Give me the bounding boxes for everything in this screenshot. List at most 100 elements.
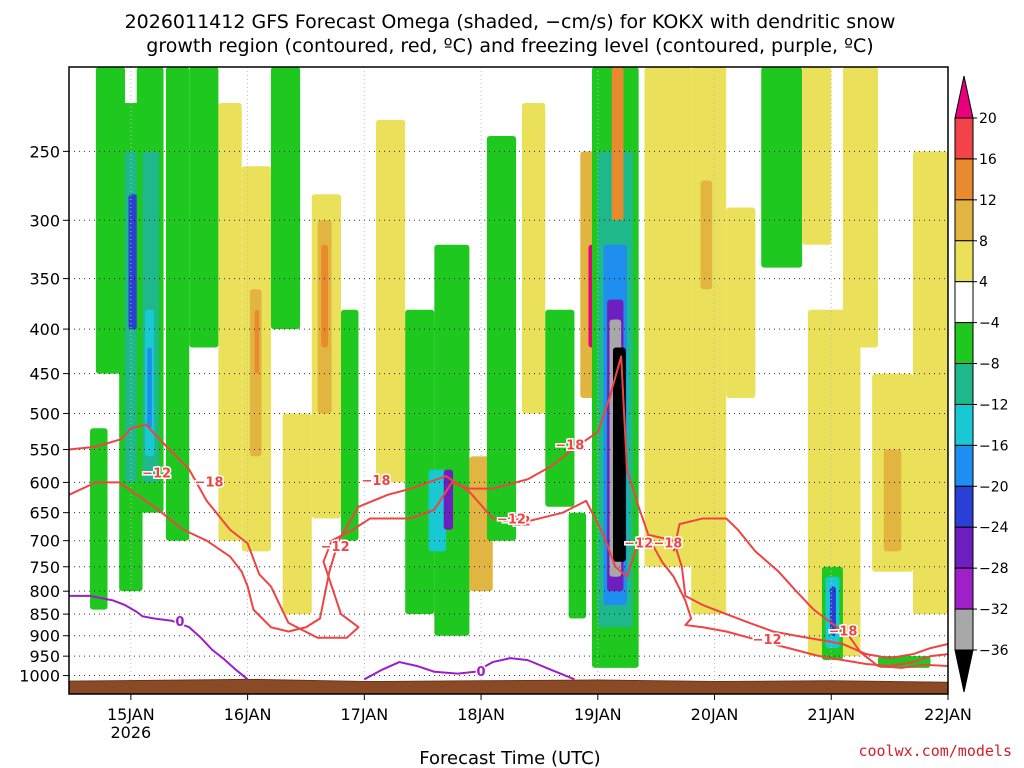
y-axis: 250 300 350 400 450 500 550 600 650 700 750 800 850 9… [19, 142, 69, 686]
y-tick-label-0: 250 [29, 142, 60, 161]
omega-cell-16 [282, 413, 312, 615]
terrain-fill [68, 678, 949, 695]
y-tick-label-3: 400 [29, 320, 60, 339]
colorbar-tick-label-11: −28 [979, 561, 1009, 577]
dgz-extra-label-3: −18 [362, 474, 391, 489]
dendritic-growth-contours: −18−12−18−12−18−12−18−12−12−12−18 [68, 355, 949, 669]
dgz-extra-label-1: −18 [195, 475, 224, 490]
chart-title-line-2: growth region (contoured, red, ºC) and f… [146, 35, 873, 57]
colorbar-bin-1 [954, 117, 974, 160]
colorbar-tick-label-10: −24 [979, 520, 1009, 536]
x-axis-label: Forecast Time (UTC) [419, 748, 600, 768]
x-tick-label-2: 17JAN [340, 705, 388, 724]
omega-cell-39 [611, 67, 624, 221]
omega-cell-14 [254, 309, 260, 374]
omega-cell-53 [912, 151, 948, 615]
colorbar-top-arrow [954, 75, 974, 119]
omega-cell-52 [883, 449, 902, 552]
y-tick-label-1: 300 [29, 211, 60, 230]
y-tick-label-4: 450 [29, 365, 60, 384]
x-tick-label-1: 16JAN [224, 705, 272, 724]
colorbar-bin-6 [954, 322, 974, 365]
colorbar-tick-label-8: −16 [979, 438, 1009, 454]
y-tick-label-5: 500 [29, 404, 60, 423]
colorbar-tick-label-1: 16 [979, 152, 997, 168]
x-tick-sublabel-0: 2026 [111, 723, 152, 742]
colorbar-tick-label-9: −20 [979, 479, 1009, 495]
colorbar-tick-label-3: 8 [979, 234, 988, 250]
chart-title-line-1: 2026011412 GFS Forecast Omega (shaded, −… [125, 11, 896, 33]
y-tick-label-2: 350 [29, 270, 60, 289]
y-tick-label-11: 800 [29, 582, 60, 601]
colorbar-bottom-arrow [954, 649, 974, 693]
omega-cell-22 [405, 309, 435, 615]
omega-cell-20 [340, 309, 359, 541]
colorbar-tick-label-7: −12 [979, 397, 1009, 413]
omega-cell-11 [218, 103, 242, 541]
x-tick-label-4: 19JAN [574, 705, 622, 724]
colorbar-bin-13 [954, 608, 974, 651]
omega-cell-50 [842, 67, 878, 348]
y-tick-label-7: 600 [29, 473, 60, 492]
credit-text: coolwx.com/models [858, 742, 1012, 760]
y-tick-label-10: 750 [29, 558, 60, 577]
freezing-contour-label-1: 0 [477, 665, 486, 680]
omega-cell-28 [521, 103, 546, 414]
dgz-extra-label-5: −12 [624, 536, 653, 551]
x-tick-label-5: 20JAN [691, 705, 739, 724]
omega-cell-42 [700, 180, 713, 290]
colorbar-tick-label-12: −32 [979, 602, 1009, 618]
omega-cell-30 [568, 512, 587, 619]
colorbar-bin-2 [954, 158, 974, 201]
colorbar-tick-label-5: −4 [979, 316, 1000, 332]
x-tick-label-0: 15JAN [107, 705, 155, 724]
colorbar-bin-10 [954, 485, 974, 528]
terrain-area [68, 678, 949, 695]
colorbar-bin-9 [954, 444, 974, 487]
colorbar-bin-11 [954, 526, 974, 569]
omega-cell-46 [807, 309, 861, 657]
omega-cell-8 [147, 347, 152, 429]
y-tick-label-15: 1000 [19, 667, 60, 686]
colorbar-bin-5 [954, 281, 974, 324]
colorbar: 20 16 12 8 4 −4 −8 −12 −16 −20 −24 −28 −32 −36 [954, 75, 1009, 693]
dgz-extra-label-0: −12 [142, 466, 171, 481]
x-tick-label-3: 18JAN [457, 705, 505, 724]
omega-cell-4 [128, 194, 138, 330]
dgz-extra-label-4: −12 [497, 513, 526, 528]
y-tick-label-8: 650 [29, 504, 60, 523]
y-tick-label-13: 900 [29, 627, 60, 646]
dgz-contour-label-0: −18 [555, 438, 584, 453]
omega-cell-44 [761, 67, 803, 268]
colorbar-bin-8 [954, 403, 974, 446]
omega-cell-45 [802, 67, 832, 245]
omega-cell-29 [545, 309, 575, 507]
plot-frame [68, 66, 949, 695]
dgz-contour-label-2: −18 [653, 536, 682, 551]
colorbar-tick-label-2: 12 [979, 193, 997, 209]
omega-cell-0 [95, 67, 126, 374]
omega-cell-1 [90, 428, 108, 610]
colorbar-bin-4 [954, 240, 974, 283]
x-tick-label-6: 21JAN [807, 705, 855, 724]
omega-cell-41 [691, 67, 727, 615]
dgz-contour-line-2 [672, 517, 949, 669]
colorbar-tick-label-13: −36 [979, 643, 1009, 659]
omega-cell-23 [434, 244, 470, 636]
omega-cell-21 [376, 119, 406, 483]
dgz-contour-line-1 [68, 475, 949, 660]
omega-cell-40 [644, 67, 692, 567]
freezing-contour-line-0 [69, 594, 249, 681]
freezing-contour-label-0: 0 [175, 615, 184, 630]
colorbar-bin-3 [954, 199, 974, 242]
dgz-extra-label-6: −12 [753, 633, 782, 648]
omega-cell-24 [428, 469, 447, 552]
omega-cell-19 [321, 244, 329, 348]
colorbar-tick-label-6: −8 [979, 357, 1000, 373]
dgz-contour-line-0 [68, 355, 949, 667]
dgz-extra-label-7: −18 [828, 624, 857, 639]
omega-cell-9 [165, 67, 190, 541]
omega-cell-43 [726, 207, 756, 399]
